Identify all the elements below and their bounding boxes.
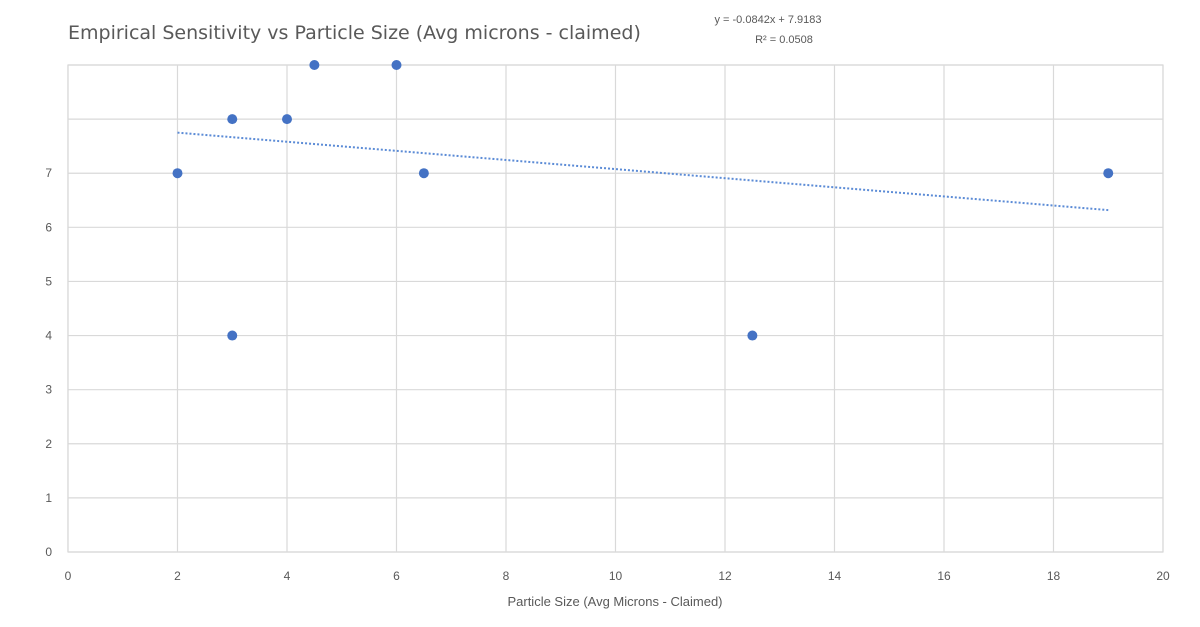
trendline-equation: y = -0.0842x + 7.9183 xyxy=(714,14,821,26)
x-tick-label: 18 xyxy=(1047,569,1061,583)
x-tick-label: 6 xyxy=(393,569,400,583)
x-axis-label: Particle Size (Avg Microns - Claimed) xyxy=(507,594,722,609)
x-axis-ticks: 0 2 4 6 8 10 12 14 16 18 20 xyxy=(65,569,1170,583)
data-points xyxy=(172,60,1114,341)
x-tick-label: 16 xyxy=(937,569,951,583)
data-point xyxy=(747,330,758,341)
plot-area xyxy=(67,64,1164,553)
y-tick-label: 7 xyxy=(45,166,52,180)
data-point xyxy=(227,114,238,125)
x-tick-label: 8 xyxy=(503,569,510,583)
x-tick-label: 20 xyxy=(1156,569,1170,583)
data-point xyxy=(418,168,429,179)
data-point xyxy=(309,60,320,70)
y-tick-label: 0 xyxy=(45,545,52,559)
x-tick-label: 0 xyxy=(65,569,72,583)
data-point xyxy=(391,60,402,70)
x-tick-label: 10 xyxy=(609,569,623,583)
data-point xyxy=(1103,168,1114,179)
y-tick-label: 2 xyxy=(45,437,52,451)
x-tick-label: 4 xyxy=(284,569,291,583)
gridlines xyxy=(67,64,1164,553)
y-tick-label: 6 xyxy=(45,220,52,234)
x-tick-label: 12 xyxy=(718,569,732,583)
trendline-r-squared: R² = 0.0508 xyxy=(755,34,813,46)
y-axis-ticks: 0 1 2 3 4 5 6 7 xyxy=(45,166,52,559)
x-tick-label: 2 xyxy=(174,569,181,583)
y-tick-label: 4 xyxy=(45,329,52,343)
y-tick-label: 3 xyxy=(45,383,52,397)
data-point xyxy=(172,168,183,179)
trendline xyxy=(177,131,1109,212)
y-tick-label: 1 xyxy=(45,491,52,505)
chart-title: Empirical Sensitivity vs Particle Size (… xyxy=(68,22,641,44)
y-tick-label: 5 xyxy=(45,274,52,288)
data-point xyxy=(227,330,238,341)
x-tick-label: 14 xyxy=(828,569,842,583)
data-point xyxy=(282,114,292,125)
